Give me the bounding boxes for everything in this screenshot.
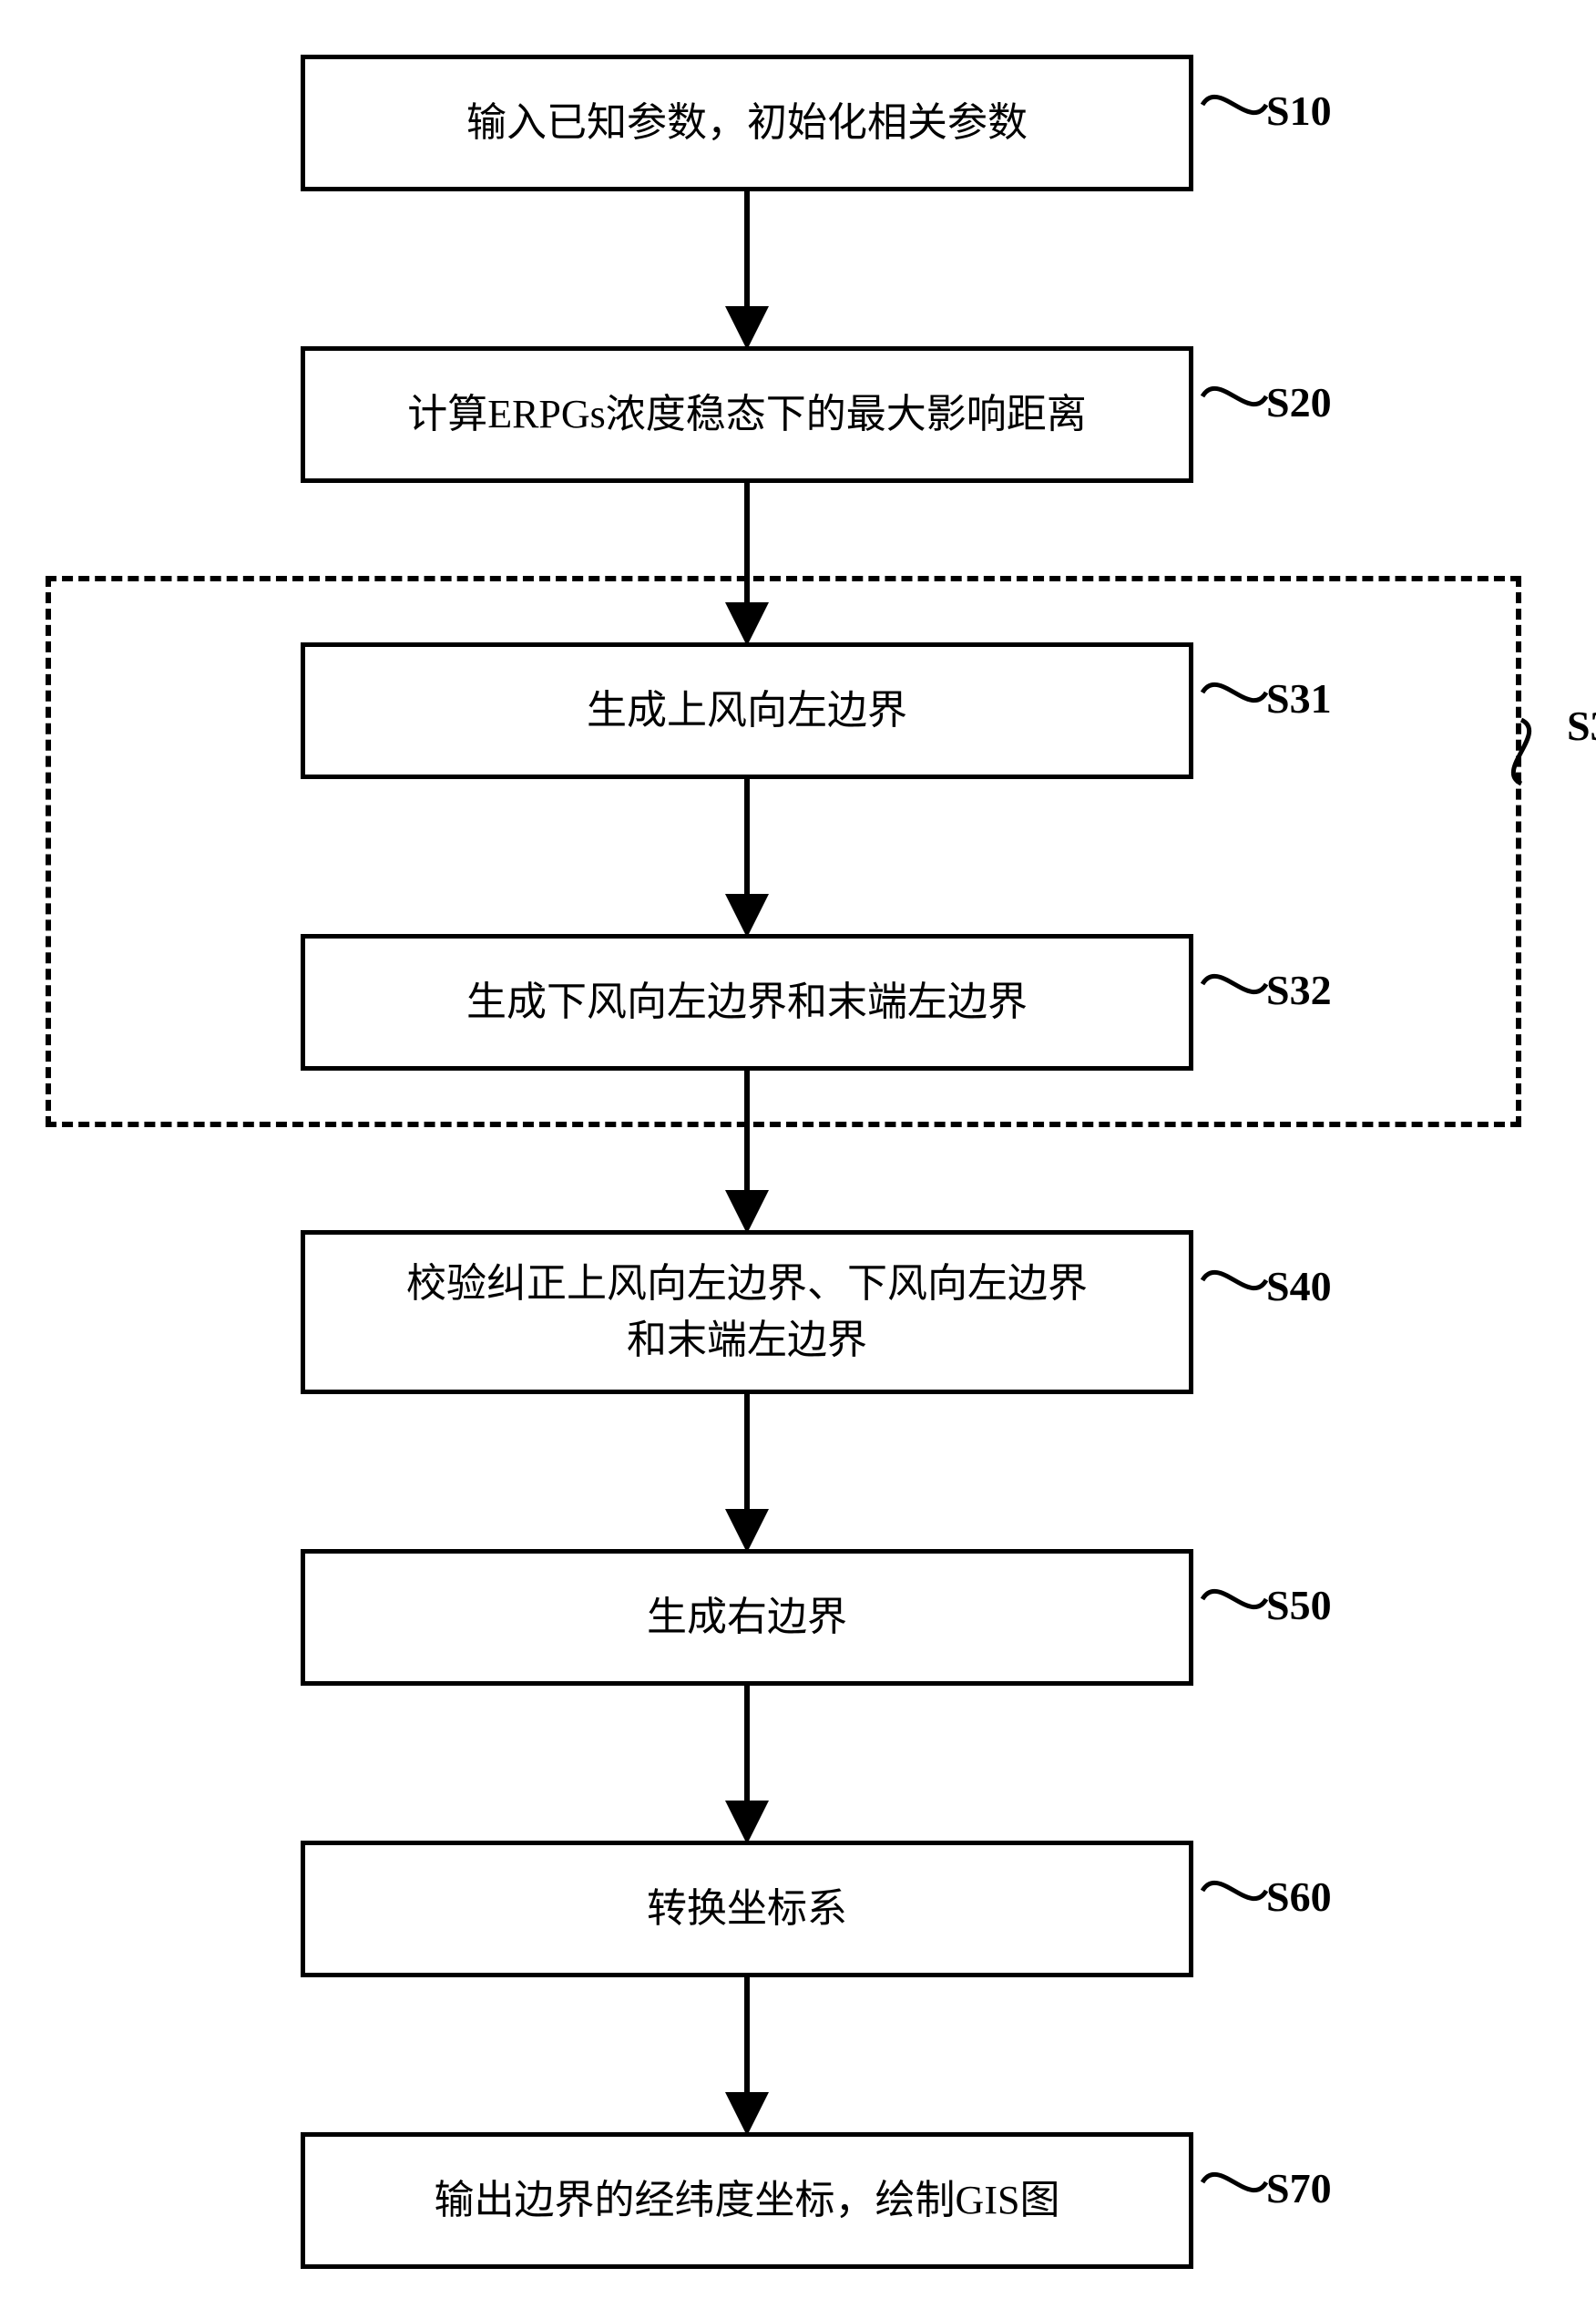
node-s60: 转换坐标系 bbox=[301, 1841, 1193, 1977]
label-s50: S50 bbox=[1266, 1581, 1332, 1629]
node-text: 校验纠正上风向左边界、下风向左边界和末端左边界 bbox=[406, 1256, 1088, 1368]
label-s70: S70 bbox=[1266, 2164, 1332, 2212]
label-s20: S20 bbox=[1266, 378, 1332, 426]
node-text: 生成下风向左边界和末端左边界 bbox=[466, 974, 1028, 1031]
node-s50: 生成右边界 bbox=[301, 1549, 1193, 1686]
node-text: 生成上风向左边界 bbox=[587, 682, 907, 739]
node-s32: 生成下风向左边界和末端左边界 bbox=[301, 934, 1193, 1071]
flowchart-canvas: 输入已知参数，初始化相关参数 计算ERPGs浓度稳态下的最大影响距离 生成上风向… bbox=[0, 0, 1596, 2319]
node-s40: 校验纠正上风向左边界、下风向左边界和末端左边界 bbox=[301, 1230, 1193, 1394]
node-text: 生成右边界 bbox=[647, 1589, 847, 1646]
node-text: 计算ERPGs浓度稳态下的最大影响距离 bbox=[407, 386, 1087, 443]
node-s31: 生成上风向左边界 bbox=[301, 642, 1193, 779]
node-s70: 输出边界的经纬度坐标，绘制GIS图 bbox=[301, 2132, 1193, 2269]
node-text: 输入已知参数，初始化相关参数 bbox=[466, 95, 1028, 151]
node-s10: 输入已知参数，初始化相关参数 bbox=[301, 55, 1193, 191]
label-s60: S60 bbox=[1266, 1873, 1332, 1921]
label-s30: S30 bbox=[1567, 702, 1596, 750]
label-s32: S32 bbox=[1266, 966, 1332, 1014]
label-s31: S31 bbox=[1266, 674, 1332, 723]
node-text: 转换坐标系 bbox=[647, 1881, 847, 1937]
label-s40: S40 bbox=[1266, 1262, 1332, 1310]
label-s10: S10 bbox=[1266, 87, 1332, 135]
node-s20: 计算ERPGs浓度稳态下的最大影响距离 bbox=[301, 346, 1193, 483]
node-text: 输出边界的经纬度坐标，绘制GIS图 bbox=[435, 2172, 1060, 2229]
